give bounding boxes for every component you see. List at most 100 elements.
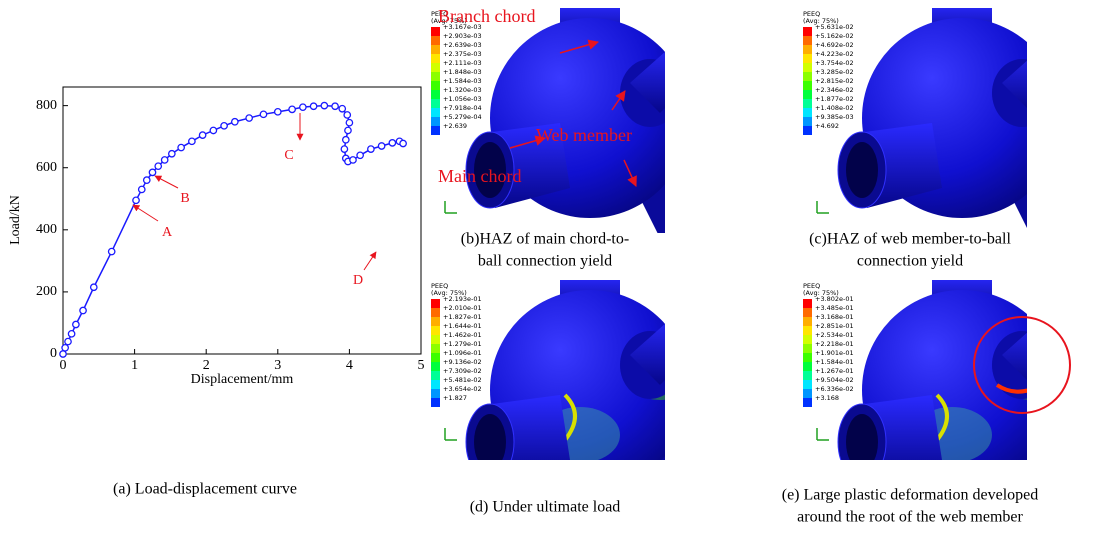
legend-value: +5.162e-02	[815, 32, 854, 40]
data-point	[73, 321, 79, 327]
data-point	[378, 143, 384, 149]
caption: (d) Under ultimate load	[470, 499, 621, 516]
legend-value: +9.385e-03	[815, 113, 854, 121]
data-point	[144, 177, 150, 183]
web-member-end	[1035, 306, 1082, 355]
legend-value: +3.485e-01	[815, 304, 854, 312]
legend-band	[803, 299, 812, 308]
legend-band	[431, 326, 440, 335]
data-point	[199, 132, 205, 138]
legend-value: +2.534e-01	[815, 331, 854, 339]
legend-value: +7.309e-02	[443, 367, 482, 375]
web-member-end	[663, 306, 710, 355]
legend-band	[803, 81, 812, 90]
data-point	[400, 140, 406, 146]
legend-band	[803, 317, 812, 326]
legend-value: +3.168	[815, 394, 839, 402]
data-point	[108, 248, 114, 254]
legend-band	[803, 36, 812, 45]
legend-value: +1.827e-01	[443, 313, 482, 321]
legend-band	[803, 72, 812, 81]
legend-band	[803, 389, 812, 398]
data-point	[345, 127, 351, 133]
legend-band	[431, 308, 440, 317]
data-point	[60, 351, 66, 357]
legend-value: +2.639e-03	[443, 41, 482, 49]
legend-value: +3.285e-02	[815, 68, 854, 76]
legend-band	[803, 27, 812, 36]
legend-value: +2.903e-03	[443, 32, 482, 40]
data-point	[210, 127, 216, 133]
legend-value: +2.193e-01	[443, 295, 482, 303]
legend-band	[431, 108, 440, 117]
figure: Load/kN Displacement/mm (a) Load-displac…	[0, 0, 1114, 534]
data-point	[149, 169, 155, 175]
legend-value: +1.279e-01	[443, 340, 482, 348]
x-tick-label: 1	[131, 358, 138, 373]
legend-band	[803, 99, 812, 108]
legend-band	[431, 389, 440, 398]
data-point	[260, 111, 266, 117]
data-point	[321, 102, 327, 108]
legend-band	[431, 27, 440, 36]
legend-value: +2.346e-02	[815, 86, 854, 94]
x-tick-label: 5	[418, 358, 425, 373]
legend-value: +4.692e-02	[815, 41, 854, 49]
data-point	[339, 106, 345, 112]
legend-band	[803, 380, 812, 389]
data-point	[350, 157, 356, 163]
legend-band	[803, 353, 812, 362]
data-point	[344, 112, 350, 118]
legend-band	[803, 326, 812, 335]
legend-value: +1.644e-01	[443, 322, 482, 330]
data-point	[189, 138, 195, 144]
plot-frame	[63, 87, 421, 354]
legend-band	[431, 63, 440, 72]
data-point	[221, 123, 227, 129]
data-point	[80, 307, 86, 313]
y-axis-label: Load/kN	[8, 195, 23, 245]
legend-value: +3.754e-02	[815, 59, 854, 67]
caption: ball connection yield	[478, 253, 612, 270]
annotation: C	[284, 148, 293, 163]
legend-value: +4.223e-02	[815, 50, 854, 58]
legend-band	[431, 126, 440, 135]
legend-band	[431, 117, 440, 126]
legend-band	[431, 54, 440, 63]
legend-value: +5.631e-02	[815, 23, 854, 31]
legend-band	[803, 398, 812, 407]
legend-value: +1.848e-03	[443, 68, 482, 76]
legend-band	[803, 117, 812, 126]
part-label: Main chord	[438, 166, 521, 186]
legend-band	[431, 344, 440, 353]
legend-value: +1.462e-01	[443, 331, 482, 339]
legend-band	[803, 63, 812, 72]
legend-value: +1.267e-01	[815, 367, 854, 375]
legend-band	[803, 344, 812, 353]
legend-band	[431, 99, 440, 108]
legend-value: +1.584e-03	[443, 77, 482, 85]
data-point	[343, 137, 349, 143]
annotation: D	[353, 273, 363, 288]
legend-value: +7.918e-04	[443, 104, 482, 112]
data-point	[178, 144, 184, 150]
legend-band	[803, 362, 812, 371]
data-point	[65, 338, 71, 344]
legend-band	[431, 90, 440, 99]
legend-band	[803, 108, 812, 117]
legend-value: +1.320e-03	[443, 86, 482, 94]
data-point	[232, 119, 238, 125]
data-point	[133, 197, 139, 203]
part-label: Branch chord	[438, 6, 535, 26]
main-chord-bore	[846, 142, 878, 198]
y-tick-label: 0	[50, 346, 57, 361]
data-point	[289, 106, 295, 112]
legend-value: +2.111e-03	[443, 59, 482, 67]
legend-value: +6.336e-02	[815, 385, 854, 393]
legend-value: +9.136e-02	[443, 358, 482, 366]
annotation: A	[162, 225, 173, 240]
data-point	[368, 146, 374, 152]
y-tick-label: 400	[36, 222, 57, 237]
caption: (c)HAZ of web member-to-ball	[809, 231, 1011, 248]
legend-value: +1.901e-01	[815, 349, 854, 357]
